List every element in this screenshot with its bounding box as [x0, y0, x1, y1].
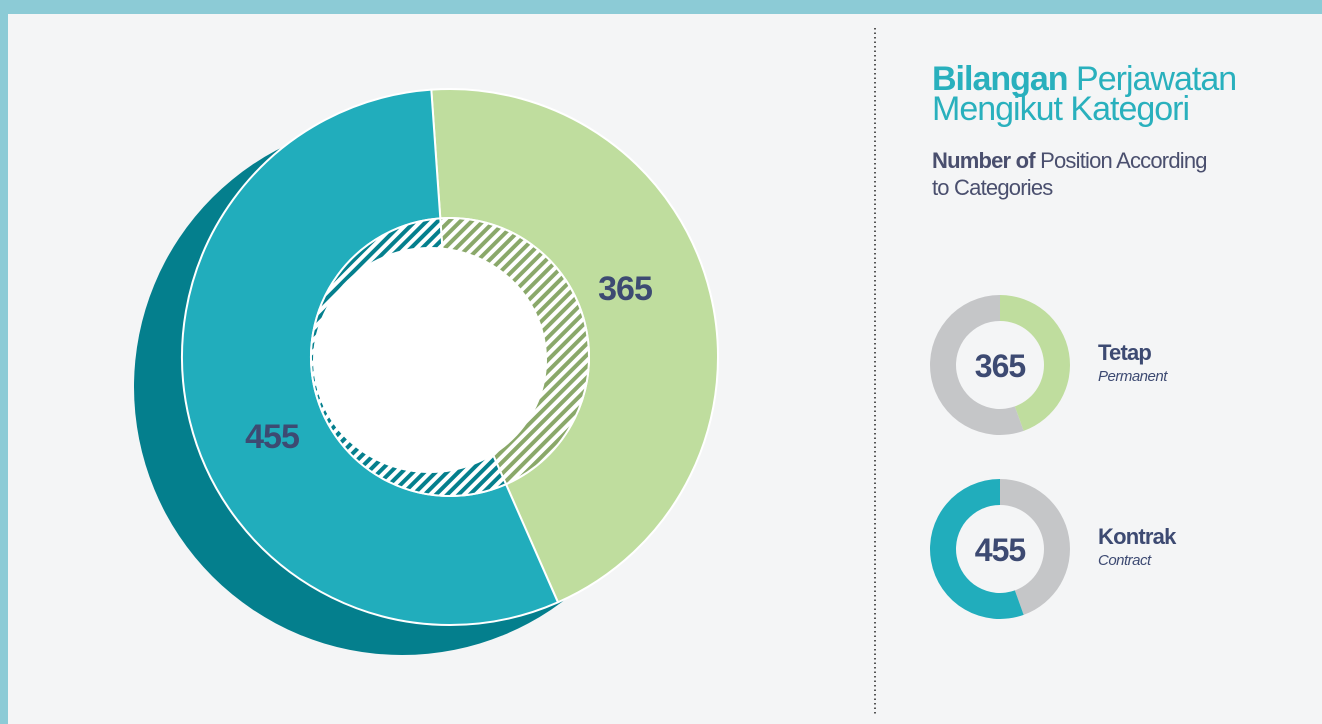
legend-label: Tetap [1098, 340, 1151, 365]
legend-label: Kontrak [1098, 524, 1177, 549]
subtitle-part: Position According [1040, 148, 1207, 173]
mini-value: 365 [975, 348, 1026, 384]
mini-value: 455 [975, 532, 1026, 568]
chart-subtitle: Number of Position According to Categorie… [932, 148, 1207, 200]
value-label: 455 [245, 418, 299, 456]
value-label: 365 [598, 270, 652, 308]
chart-title: Bilangan Perjawatan Mengikut Kategori [932, 60, 1236, 128]
main-donut: 365 455 [134, 88, 719, 655]
mini-remainder [930, 295, 1024, 436]
legend: 365 Tetap Permanent 455 Kontrak Contract [930, 295, 1178, 619]
legend-translation: Contract [1098, 552, 1152, 569]
subtitle-bold: Number of [932, 148, 1036, 173]
mini-slice [930, 479, 1024, 619]
mini-remainder [1000, 479, 1071, 615]
subtitle-part: to Categories [932, 175, 1053, 200]
legend-translation: Permanent [1098, 368, 1168, 385]
title-part: Mengikut Kategori [932, 90, 1189, 128]
title-bold: Bilangan [932, 60, 1068, 98]
donut-hole [313, 247, 547, 473]
title-part: Perjawatan [1076, 60, 1236, 98]
mini-slice [1000, 295, 1070, 431]
